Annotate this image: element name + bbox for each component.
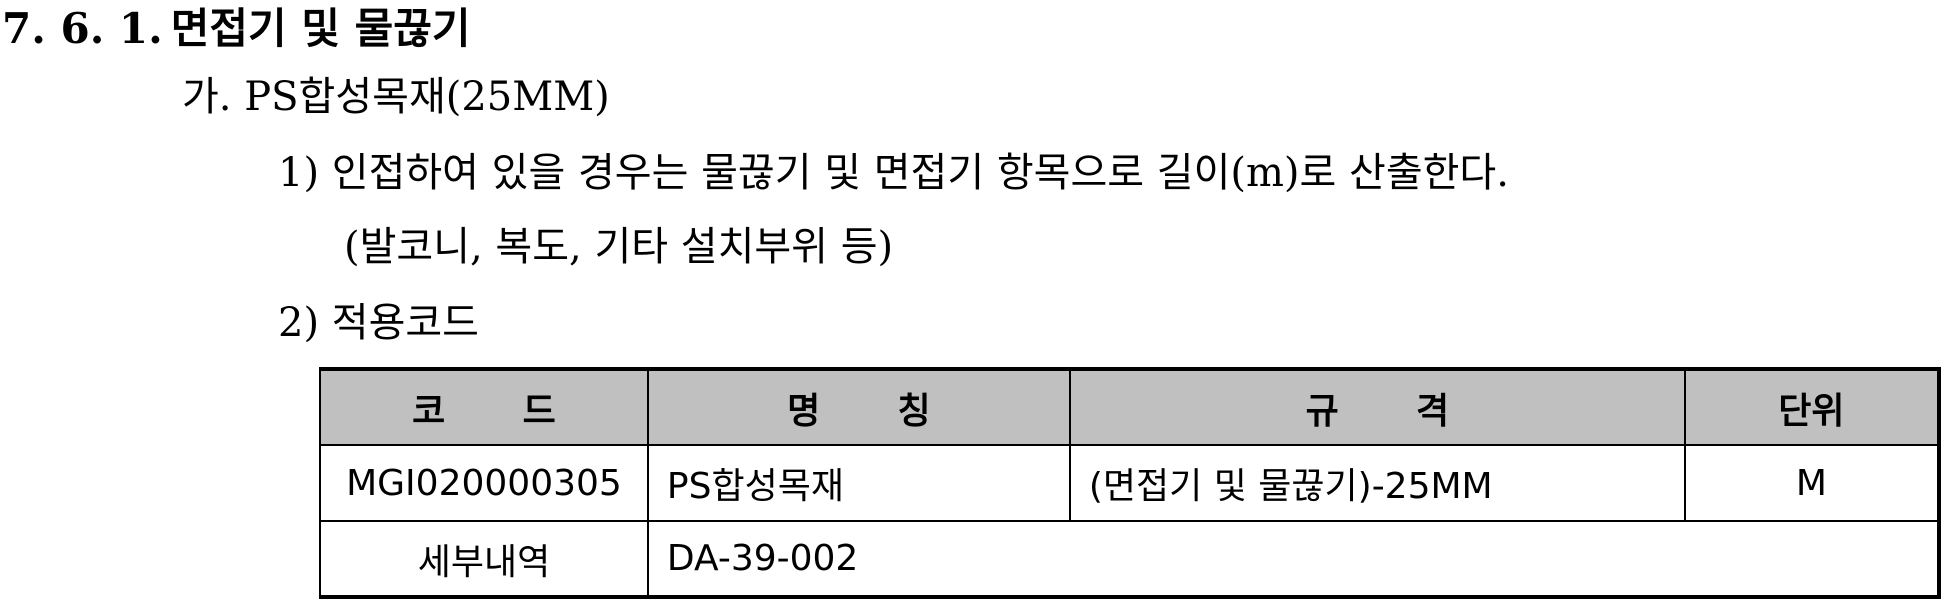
list-item-1-continuation: (발코니, 복도, 기타 설치부위 등) bbox=[344, 224, 894, 270]
section-title: 면접기 및 물끊기 bbox=[170, 4, 471, 53]
section-number: 7. 6. 1. bbox=[2, 4, 163, 53]
subsection-title: 가. PS합성목재(25MM) bbox=[182, 74, 610, 120]
detail-value: DA-39-002 bbox=[646, 520, 1941, 598]
list-item-2: 2) 적용코드 bbox=[278, 300, 479, 346]
detail-label: 세부내역 bbox=[319, 520, 649, 598]
header-spec: 규 격 bbox=[1068, 368, 1686, 446]
header-name: 명 칭 bbox=[646, 368, 1071, 446]
table-detail-row: 세부내역 DA-39-002 bbox=[319, 520, 1941, 598]
list-item-1: 1) 인접하여 있을 경우는 물끊기 및 면접기 항목으로 길이(m)로 산출한… bbox=[278, 150, 1509, 196]
section-heading: 7. 6. 1. 면접기 및 물끊기 bbox=[2, 4, 471, 54]
header-unit: 단위 bbox=[1683, 368, 1941, 446]
cell-name: PS합성목재 bbox=[646, 444, 1071, 522]
cell-unit: M bbox=[1683, 444, 1941, 522]
code-table: 코 드 명 칭 규 격 단위 MGI020000305 PS합성목재 (면접기 … bbox=[319, 367, 1941, 599]
cell-spec: (면접기 및 물끊기)-25MM bbox=[1068, 444, 1686, 522]
cell-code: MGI020000305 bbox=[319, 444, 649, 522]
table-header-row: 코 드 명 칭 규 격 단위 bbox=[319, 368, 1941, 446]
header-code: 코 드 bbox=[319, 368, 649, 446]
table-row: MGI020000305 PS합성목재 (면접기 및 물끊기)-25MM M bbox=[319, 444, 1941, 522]
